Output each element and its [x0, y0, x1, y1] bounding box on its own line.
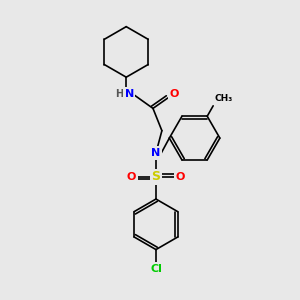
- Text: N: N: [124, 88, 134, 98]
- Text: N: N: [151, 148, 160, 158]
- Text: O: O: [176, 172, 185, 182]
- Text: H: H: [115, 88, 123, 98]
- Text: O: O: [127, 172, 136, 182]
- Text: Cl: Cl: [150, 264, 162, 274]
- Text: CH₃: CH₃: [214, 94, 233, 103]
- Text: S: S: [152, 170, 160, 183]
- Text: O: O: [170, 89, 179, 99]
